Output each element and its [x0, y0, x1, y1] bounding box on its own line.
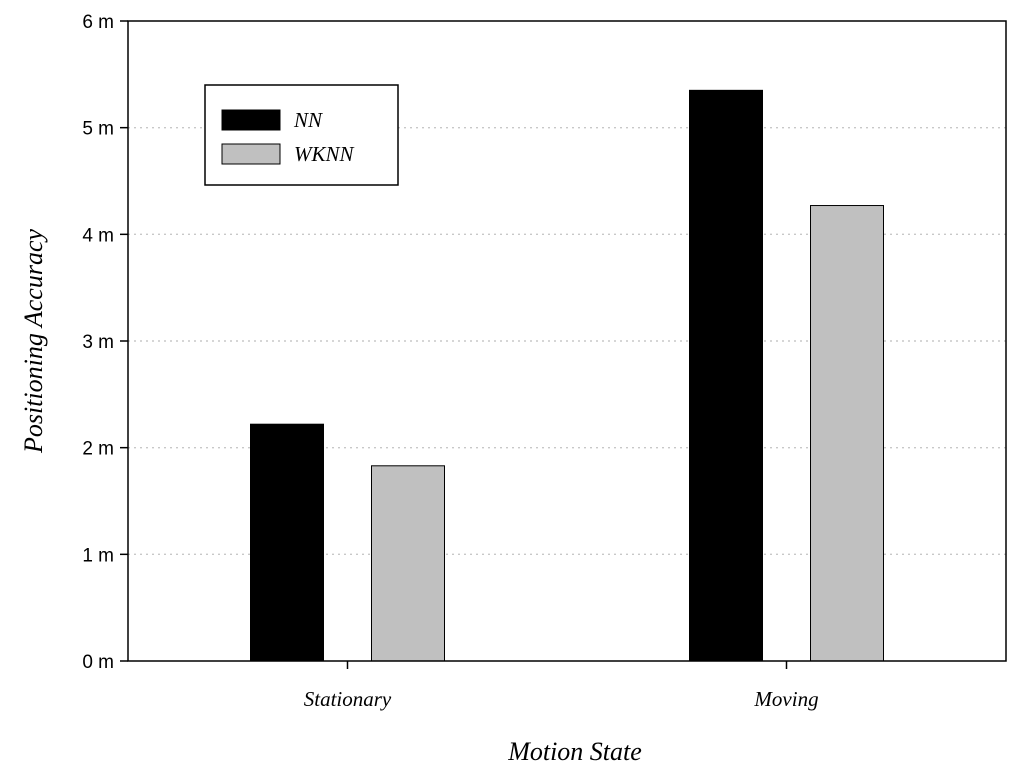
- x-axis-title: Motion State: [507, 737, 642, 766]
- grid-lines: [128, 126, 1006, 556]
- legend-swatch-wknn: [221, 143, 281, 165]
- x-tick-label: Stationary: [304, 687, 392, 711]
- x-axis-ticks: Stationary Moving: [304, 661, 819, 711]
- x-tick-label: Moving: [753, 687, 818, 711]
- legend-swatch-nn: [221, 109, 281, 131]
- legend: NN WKNN: [204, 84, 399, 186]
- legend-box: [204, 84, 399, 186]
- bar-wknn-stationary: [371, 465, 445, 662]
- y-tick-label: 5 m: [82, 119, 114, 140]
- y-tick-label: 3 m: [82, 332, 114, 353]
- bar-wknn-moving: [810, 205, 884, 662]
- y-tick-label: 1 m: [82, 545, 114, 566]
- y-tick-label: 6 m: [82, 12, 114, 33]
- y-tick-label: 0 m: [82, 652, 114, 673]
- y-axis-title: Positioning Accuracy: [19, 229, 48, 455]
- bar-nn-stationary: [250, 423, 324, 662]
- y-axis-ticks: 0 m 1 m 2 m 3 m 4 m 5 m 6 m: [82, 12, 128, 673]
- bars: [250, 89, 884, 662]
- y-tick-label: 2 m: [82, 439, 114, 460]
- legend-label-nn: NN: [293, 108, 323, 132]
- legend-label-wknn: WKNN: [294, 142, 355, 166]
- bar-nn-moving: [689, 89, 763, 662]
- y-tick-label: 4 m: [82, 225, 114, 246]
